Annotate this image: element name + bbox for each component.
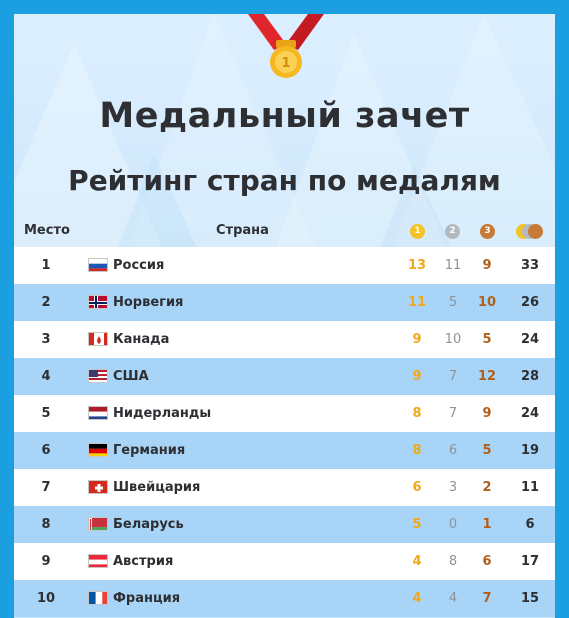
belarus-flag-icon [88, 517, 108, 531]
medal-table-body: 1 Россия 13 11 9 33 2 Норвегия 11 5 10 2… [14, 247, 555, 617]
row-silver: 7 [448, 406, 458, 421]
row-gold: 9 [412, 332, 422, 347]
row-place: 8 [41, 517, 51, 532]
row-country: Канада [113, 332, 170, 347]
canada-flag-icon [88, 332, 108, 346]
row-total: 26 [520, 295, 540, 310]
row-bronze: 10 [477, 295, 497, 310]
row-bronze: 9 [482, 258, 492, 273]
bronze-medal-header-icon: 3 [480, 224, 495, 239]
page-title: Медальный зачет [99, 96, 470, 136]
table-row: 1 Россия 13 11 9 33 [14, 247, 555, 284]
row-place: 2 [41, 295, 51, 310]
row-silver: 11 [444, 258, 462, 273]
row-silver: 5 [448, 295, 458, 310]
row-total: 19 [520, 443, 540, 458]
row-total: 33 [520, 258, 540, 273]
column-header-country: Страна [216, 223, 269, 238]
page-subtitle: Рейтинг стран по медалям [68, 164, 501, 197]
row-silver: 0 [448, 517, 458, 532]
row-bronze: 9 [482, 406, 492, 421]
table-row: 5 Нидерланды 8 7 9 24 [14, 395, 555, 432]
row-country: Германия [113, 443, 186, 458]
row-bronze: 1 [482, 517, 492, 532]
row-gold: 8 [412, 443, 422, 458]
table-row: 4 США 9 7 12 28 [14, 358, 555, 395]
row-total: 6 [525, 517, 535, 532]
table-row: 9 Австрия 4 8 6 17 [14, 543, 555, 580]
row-country: Австрия [113, 554, 174, 569]
row-gold: 13 [407, 258, 427, 273]
row-silver: 7 [448, 369, 458, 384]
row-total: 28 [520, 369, 540, 384]
row-silver: 8 [448, 554, 458, 569]
netherlands-flag-icon [88, 406, 108, 420]
row-place: 1 [41, 258, 51, 273]
row-silver: 3 [448, 480, 458, 495]
row-total: 15 [520, 591, 540, 606]
row-place: 9 [41, 554, 51, 569]
switzerland-flag-icon [88, 480, 108, 494]
gold-medal-header-icon: 1 [410, 224, 425, 239]
row-country: Беларусь [113, 517, 184, 532]
germany-flag-icon [88, 443, 108, 457]
row-country: США [113, 369, 149, 384]
row-gold: 4 [412, 591, 422, 606]
row-gold: 9 [412, 369, 422, 384]
table-row: 2 Норвегия 11 5 10 26 [14, 284, 555, 321]
row-total: 11 [520, 480, 540, 495]
row-silver: 6 [448, 443, 458, 458]
total-medals-header-icon [516, 224, 546, 240]
row-gold: 8 [412, 406, 422, 421]
row-bronze: 6 [482, 554, 492, 569]
row-bronze: 5 [482, 443, 492, 458]
row-bronze: 5 [482, 332, 492, 347]
row-place: 5 [41, 406, 51, 421]
row-country: Франция [113, 591, 181, 606]
row-place: 7 [41, 480, 51, 495]
row-total: 24 [520, 406, 540, 421]
row-country: Нидерланды [113, 406, 212, 421]
row-bronze: 12 [477, 369, 497, 384]
silver-medal-header-icon: 2 [445, 224, 460, 239]
norway-flag-icon [88, 295, 108, 309]
france-flag-icon [88, 591, 108, 605]
gold-medal-icon: 1 [248, 14, 324, 78]
table-row: 3 Канада 9 10 5 24 [14, 321, 555, 358]
row-silver: 10 [444, 332, 462, 347]
table-header: Место Страна 1 2 3 [14, 217, 555, 247]
row-silver: 4 [448, 591, 458, 606]
austria-flag-icon [88, 554, 108, 568]
russia-flag-icon [88, 258, 108, 272]
svg-text:1: 1 [281, 56, 290, 71]
row-bronze: 2 [482, 480, 492, 495]
row-place: 4 [41, 369, 51, 384]
medal-table-panel: 1 Медальный зачет Рейтинг стран по медал… [14, 14, 555, 618]
row-total: 24 [520, 332, 540, 347]
row-gold: 5 [412, 517, 422, 532]
row-country: Норвегия [113, 295, 184, 310]
row-total: 17 [520, 554, 540, 569]
column-header-place: Место [24, 223, 70, 238]
table-row: 10 Франция 4 4 7 15 [14, 580, 555, 617]
row-place: 10 [36, 591, 56, 606]
row-gold: 6 [412, 480, 422, 495]
row-gold: 11 [407, 295, 427, 310]
row-country: Россия [113, 258, 165, 273]
row-place: 3 [41, 332, 51, 347]
row-gold: 4 [412, 554, 422, 569]
row-bronze: 7 [482, 591, 492, 606]
table-row: 7 Швейцария 6 3 2 11 [14, 469, 555, 506]
table-row: 8 Беларусь 5 0 1 6 [14, 506, 555, 543]
row-country: Швейцария [113, 480, 201, 495]
table-row: 6 Германия 8 6 5 19 [14, 432, 555, 469]
row-place: 6 [41, 443, 51, 458]
usa-flag-icon [88, 369, 108, 383]
